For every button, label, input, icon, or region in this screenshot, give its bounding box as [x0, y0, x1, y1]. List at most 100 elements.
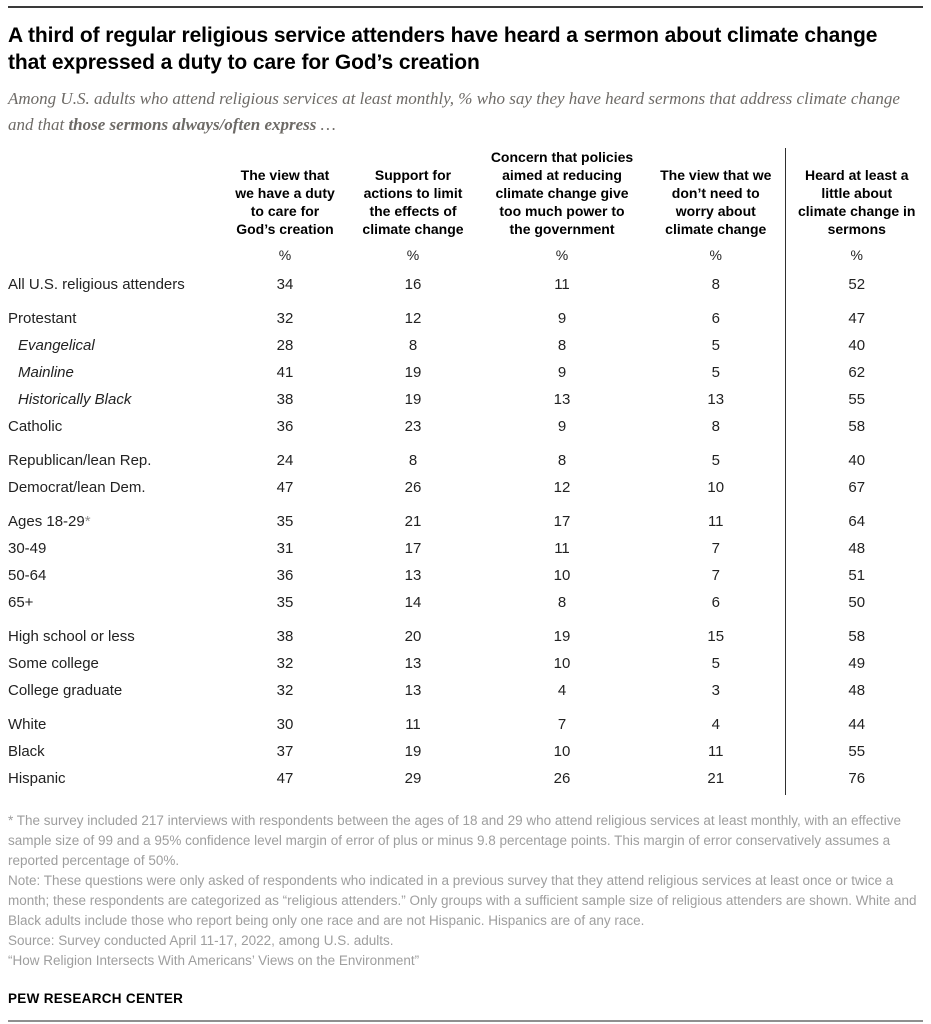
subtitle-suffix: …: [316, 115, 336, 134]
value-cell: 8: [557, 337, 567, 354]
value-cell: 47: [276, 770, 294, 787]
value-cell: 9: [557, 364, 567, 381]
table-row: Catholic 36 23 9 8 58: [8, 409, 928, 436]
value-cell: 37: [276, 743, 294, 760]
value-cell: 13: [553, 391, 571, 408]
value-cell: 20: [404, 628, 422, 645]
value-cell: 35: [276, 594, 294, 611]
value-cell: 40: [784, 328, 928, 355]
value-cell: 17: [404, 540, 422, 557]
value-cell: 47: [784, 294, 928, 328]
row-label: Some college: [8, 655, 99, 672]
column-header-heard: Heard at least a little about climate ch…: [784, 148, 928, 239]
row-label: All U.S. religious attenders: [8, 276, 185, 293]
value-cell: 16: [404, 276, 422, 293]
value-cell: 21: [707, 770, 725, 787]
value-cell: 6: [711, 594, 720, 611]
table-row: Mainline 41 19 9 5 62: [8, 355, 928, 382]
value-cell: 64: [784, 497, 928, 531]
value-cell: 32: [276, 682, 294, 699]
value-cell: 15: [707, 628, 725, 645]
value-cell: 13: [404, 567, 422, 584]
value-cell: 6: [711, 310, 720, 327]
footnote-note: Note: These questions were only asked of…: [8, 873, 917, 928]
footnotes: * The survey included 217 interviews wit…: [8, 811, 923, 971]
table-row: College graduate 32 13 4 3 48: [8, 673, 928, 700]
value-cell: 32: [276, 655, 294, 672]
value-cell: 14: [404, 594, 422, 611]
page-title: A third of regular religious service att…: [8, 24, 878, 74]
value-cell: 13: [707, 391, 725, 408]
value-cell: 4: [711, 716, 720, 733]
value-cell: 11: [554, 276, 570, 293]
value-cell: 8: [408, 452, 418, 469]
value-cell: 5: [711, 337, 720, 354]
value-cell: 67: [784, 470, 928, 497]
value-cell: 8: [408, 337, 418, 354]
value-cell: 3: [711, 682, 720, 699]
table-row: 50-64 36 13 10 7 51: [8, 558, 928, 585]
table-row: Evangelical 28 8 8 5 40: [8, 328, 928, 355]
table-row: Protestant 32 12 9 6 47: [8, 294, 928, 328]
row-label: Democrat/lean Dem.: [8, 479, 146, 496]
value-cell: 29: [404, 770, 422, 787]
data-table: The view that we have a duty to care for…: [8, 148, 928, 795]
unit-cell: %: [555, 247, 569, 263]
subtitle-bold: those sermons always/often express: [68, 115, 317, 134]
value-cell: 47: [276, 479, 294, 496]
value-cell: 10: [553, 743, 571, 760]
value-cell: 5: [711, 655, 720, 672]
value-cell: 51: [784, 558, 928, 585]
value-cell: 5: [711, 452, 720, 469]
top-rule: [8, 6, 923, 8]
column-header-row: The view that we have a duty to care for…: [8, 148, 928, 239]
value-cell: 62: [784, 355, 928, 382]
row-label: Catholic: [8, 418, 63, 435]
value-cell: 8: [711, 276, 720, 293]
value-cell: 28: [276, 337, 294, 354]
row-label: Mainline: [18, 364, 74, 381]
footnote-source: Source: Survey conducted April 11-17, 20…: [8, 933, 394, 948]
value-cell: 12: [553, 479, 571, 496]
value-cell: 36: [276, 567, 294, 584]
value-cell: 13: [404, 655, 422, 672]
subtitle: Among U.S. adults who attend religious s…: [8, 86, 908, 138]
value-cell: 55: [784, 734, 928, 761]
table-row: 30-49 31 17 11 7 48: [8, 531, 928, 558]
value-cell: 26: [553, 770, 571, 787]
table-row: Ages 18-29* 35 21 17 11 64: [8, 497, 928, 531]
row-label: Evangelical: [18, 337, 95, 354]
value-cell: 49: [784, 646, 928, 673]
column-header-support: Support for actions to limit the effects…: [362, 167, 464, 237]
brand-label: PEW RESEARCH CENTER: [8, 991, 184, 1006]
table-row: Republican/lean Rep. 24 8 8 5 40: [8, 436, 928, 470]
value-cell: 21: [404, 513, 422, 530]
column-header-concern: Concern that policies aimed at reducing …: [490, 149, 634, 237]
table-row: 65+ 35 14 8 6 50: [8, 585, 928, 612]
footnote-asterisk-marker: *: [84, 513, 91, 530]
row-label: Ages 18-29*: [8, 513, 91, 530]
row-label: 50-64: [8, 567, 47, 584]
value-cell: 76: [784, 761, 928, 795]
bottom-rule: [8, 1020, 923, 1022]
unit-row: % % % % %: [8, 239, 928, 267]
value-cell: 11: [405, 716, 421, 733]
value-cell: 8: [711, 418, 720, 435]
unit-cell: %: [784, 239, 928, 267]
value-cell: 10: [707, 479, 725, 496]
table-row: Black 37 19 10 11 55: [8, 734, 928, 761]
value-cell: 41: [276, 364, 294, 381]
table-row: Democrat/lean Dem. 47 26 12 10 67: [8, 470, 928, 497]
value-cell: 9: [557, 418, 567, 435]
value-cell: 19: [404, 743, 422, 760]
value-cell: 13: [404, 682, 422, 699]
value-cell: 58: [784, 409, 928, 436]
value-cell: 23: [404, 418, 422, 435]
label-column-header: [8, 148, 221, 239]
value-cell: 7: [711, 540, 720, 557]
value-cell: 34: [276, 276, 294, 293]
table-row: White 30 11 7 4 44: [8, 700, 928, 734]
value-cell: 38: [276, 628, 294, 645]
value-cell: 48: [784, 531, 928, 558]
row-label: Hispanic: [8, 770, 66, 787]
